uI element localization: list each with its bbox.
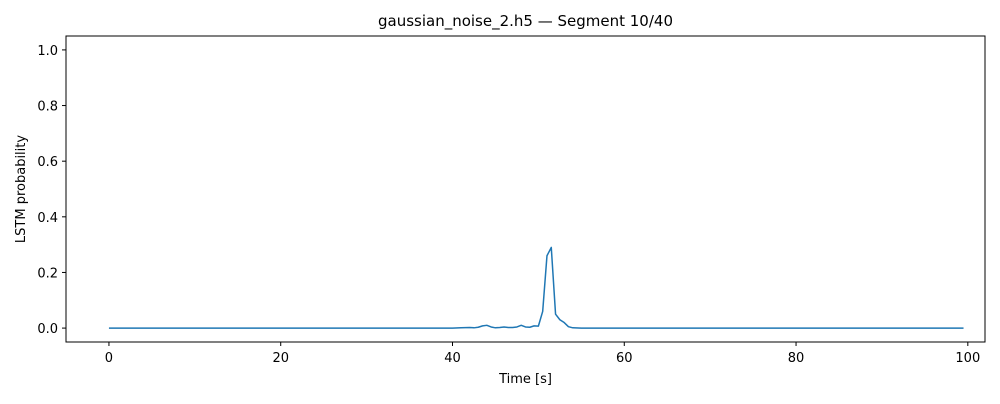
y-axis-label: LSTM probability	[14, 135, 29, 243]
y-tick-label: 1.0	[37, 44, 58, 59]
axes-frame	[65, 35, 986, 343]
x-tick-label: 0	[105, 351, 113, 366]
x-tick-label: 60	[616, 351, 633, 366]
y-tick-label: 0.0	[37, 322, 58, 337]
x-tick-label: 40	[444, 351, 461, 366]
y-tick-label: 0.8	[37, 100, 58, 115]
x-axis-label: Time [s]	[498, 372, 552, 387]
x-tick-label: 100	[955, 351, 980, 366]
y-tick-label: 0.4	[37, 211, 58, 226]
series-line	[108, 246, 964, 329]
y-tick-label: 0.6	[37, 155, 58, 170]
chart-title: gaussian_noise_2.h5 — Segment 10/40	[378, 12, 673, 31]
x-tick-label: 20	[272, 351, 289, 366]
axis-ticks: 0 20 40 60 80 100 0.0 0.2 0.4 0.6 0.8 1.0	[37, 44, 980, 366]
x-tick-label: 80	[788, 351, 805, 366]
y-tick-label: 0.2	[37, 266, 58, 281]
plot-area	[108, 246, 964, 329]
